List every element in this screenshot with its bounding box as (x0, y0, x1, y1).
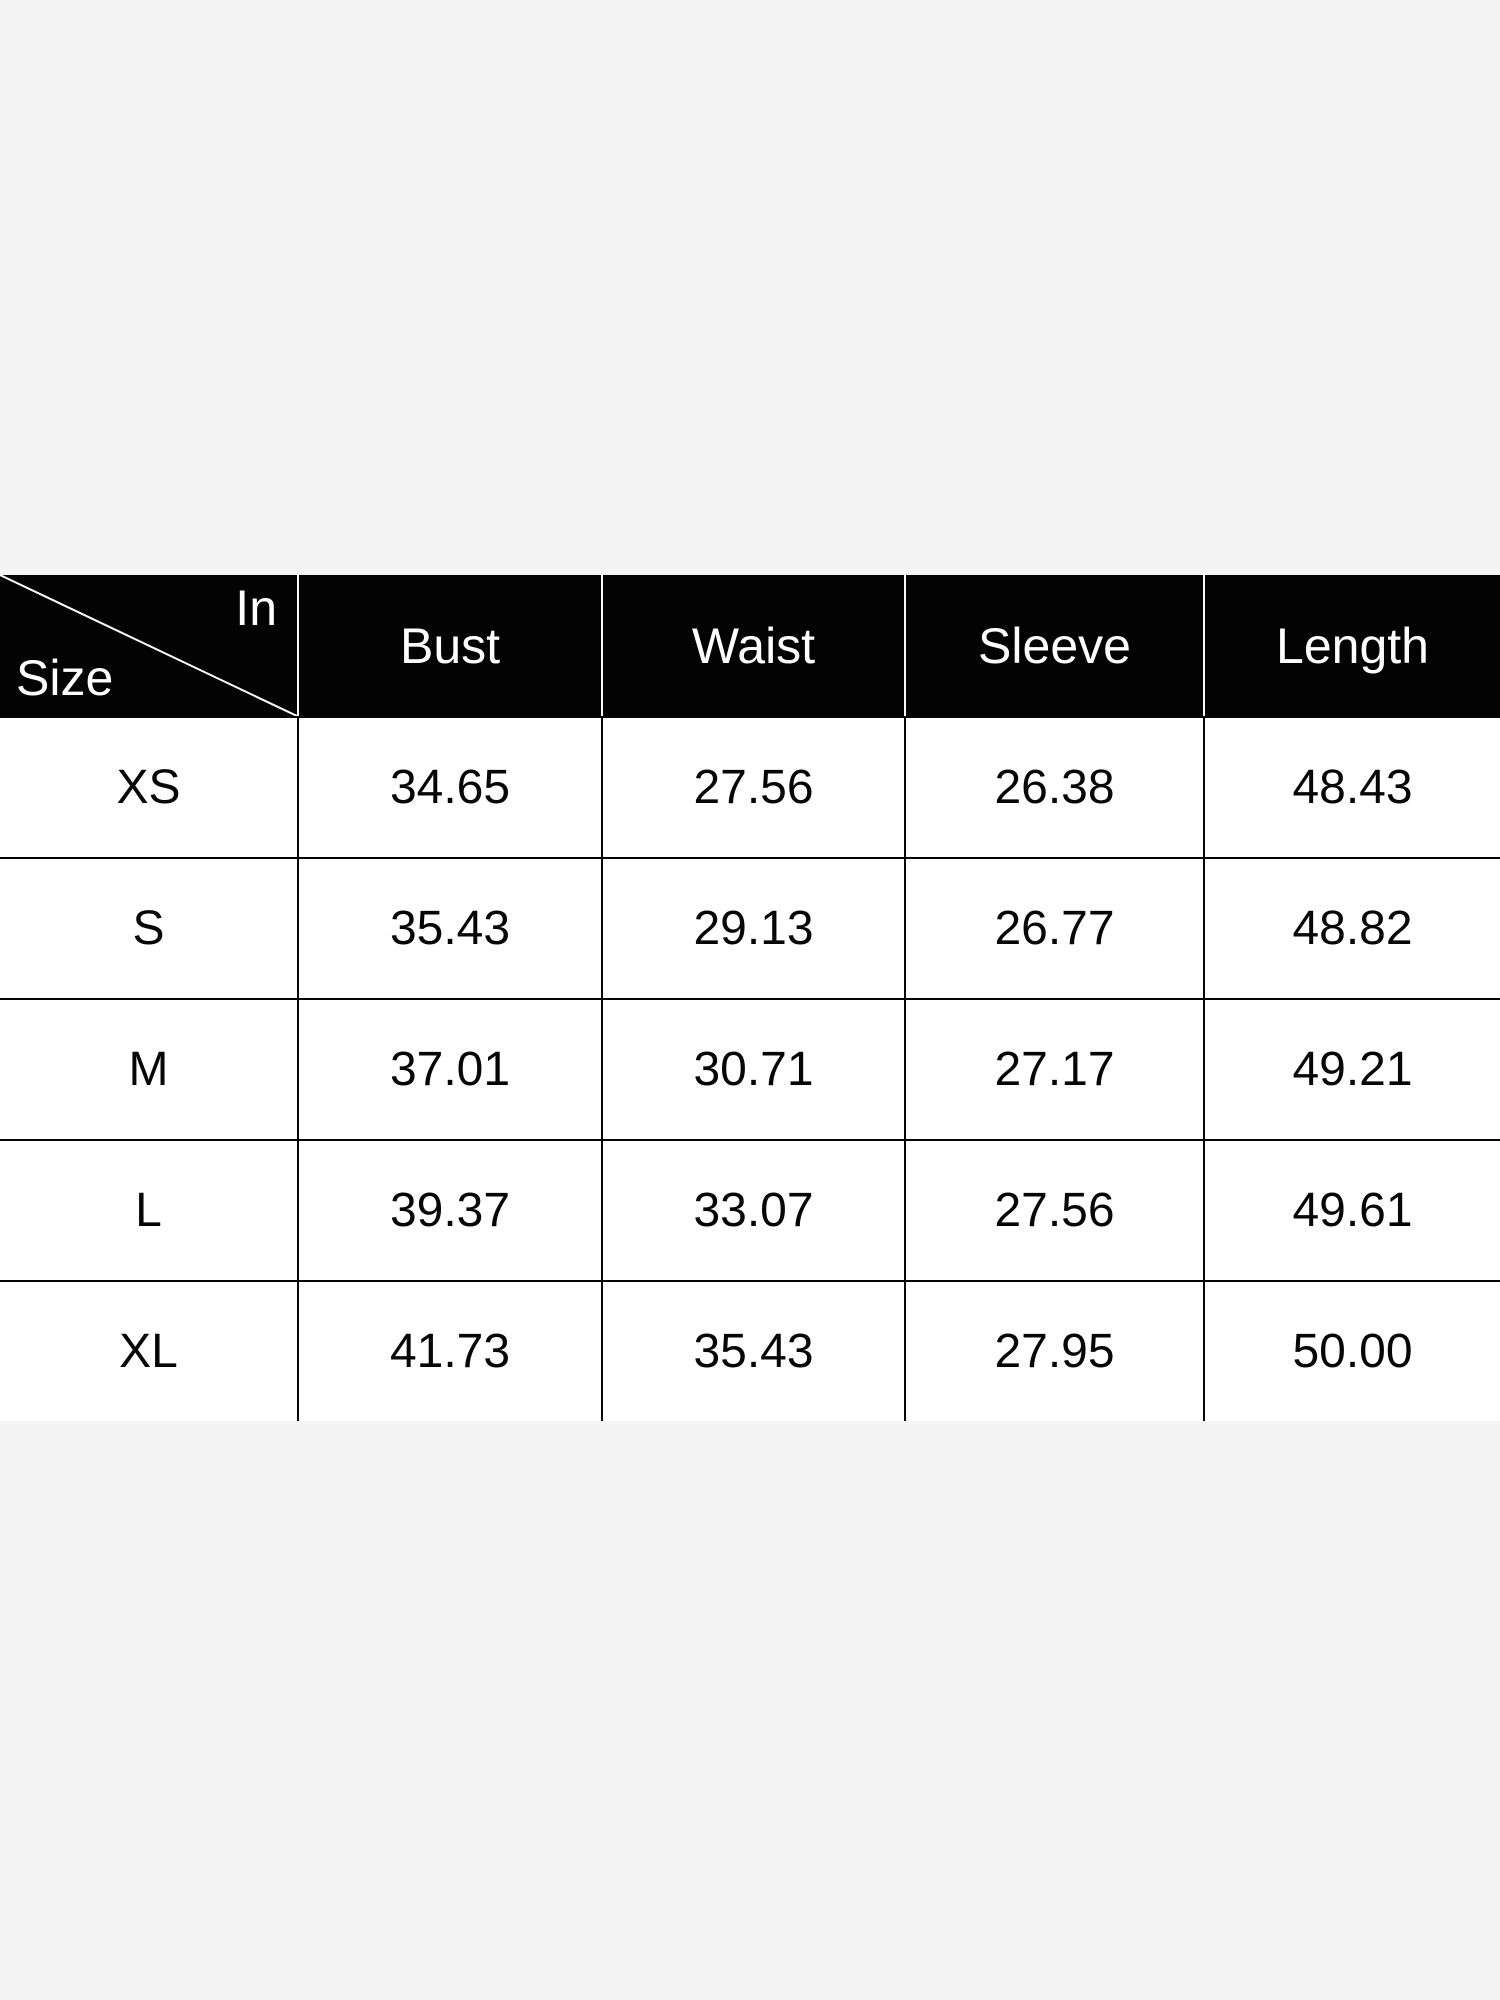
sleeve-cell: 27.56 (904, 1141, 1203, 1280)
waist-cell: 35.43 (601, 1282, 904, 1421)
size-cell: XS (116, 761, 181, 814)
bust-cell: 35.43 (297, 859, 601, 998)
size-chart-table: In Size Bust Waist Sleeve Length XS 34.6… (0, 575, 1500, 1421)
table-row-m: M 37.01 30.71 27.17 49.21 (0, 998, 1500, 1139)
column-header-sleeve: Sleeve (904, 575, 1203, 716)
table-row-s: S 35.43 29.13 26.77 48.82 (0, 857, 1500, 998)
length-cell: 50.00 (1203, 1282, 1500, 1421)
column-header-length: Length (1203, 575, 1500, 716)
waist-cell: 29.13 (601, 859, 904, 998)
table-row-xs: XS 34.65 27.56 26.38 48.43 (0, 716, 1500, 857)
corner-cell: In Size (0, 575, 297, 716)
waist-cell: 27.56 (601, 718, 904, 857)
length-cell: 48.43 (1203, 718, 1500, 857)
header-row: In Size Bust Waist Sleeve Length (0, 575, 1500, 716)
sleeve-cell: 27.95 (904, 1282, 1203, 1421)
sleeve-cell: 27.17 (904, 1000, 1203, 1139)
unit-label: In (235, 580, 277, 636)
size-cell: M (128, 1043, 169, 1096)
sleeve-cell: 26.77 (904, 859, 1203, 998)
column-header-waist: Waist (601, 575, 904, 716)
length-cell: 48.82 (1203, 859, 1500, 998)
size-cell: L (135, 1184, 162, 1237)
bust-cell: 37.01 (297, 1000, 601, 1139)
column-header-bust: Bust (297, 575, 601, 716)
sleeve-cell: 26.38 (904, 718, 1203, 857)
waist-cell: 33.07 (601, 1141, 904, 1280)
size-axis-label: Size (16, 650, 114, 706)
waist-cell: 30.71 (601, 1000, 904, 1139)
diagonal-divider-line (0, 575, 297, 716)
table-row-l: L 39.37 33.07 27.56 49.61 (0, 1139, 1500, 1280)
table-row-xl: XL 41.73 35.43 27.95 50.00 (0, 1280, 1500, 1421)
length-cell: 49.21 (1203, 1000, 1500, 1139)
bust-cell: 41.73 (297, 1282, 601, 1421)
bust-cell: 39.37 (297, 1141, 601, 1280)
bust-cell: 34.65 (297, 718, 601, 857)
length-cell: 49.61 (1203, 1141, 1500, 1280)
size-cell: S (132, 902, 165, 955)
size-cell: XL (119, 1325, 178, 1378)
